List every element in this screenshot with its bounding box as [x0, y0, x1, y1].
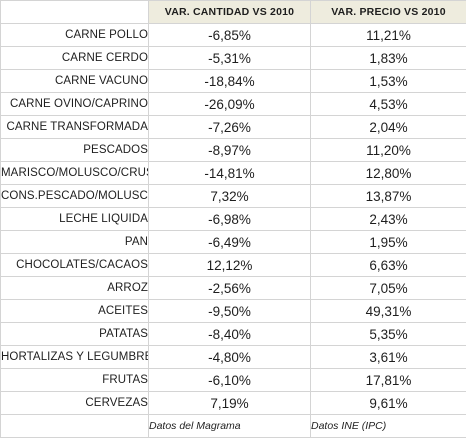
price-variation-cell[interactable]: 11,20%	[310, 138, 466, 162]
table-row: FRUTAS -6,10% 17,81%	[0, 368, 466, 392]
product-label-cell[interactable]: CHOCOLATES/CACAOS	[0, 253, 149, 277]
table-row: PAN -6,49% 1,95%	[0, 230, 466, 254]
price-variation-cell[interactable]: 5,35%	[310, 322, 466, 346]
qty-variation-cell[interactable]: 12,12%	[148, 253, 311, 277]
footnote-row: Datos del Magrama Datos INE (IPC)	[0, 414, 466, 438]
product-label-cell[interactable]: CONS.PESCADO/MOLUSCO	[0, 184, 149, 208]
table-row: CARNE POLLO -6,85% 11,21%	[0, 23, 466, 47]
header-row: VAR. CANTIDAD VS 2010 VAR. PRECIO VS 201…	[0, 0, 466, 24]
product-label-cell[interactable]: PATATAS	[0, 322, 149, 346]
qty-variation-cell[interactable]: -18,84%	[148, 69, 311, 93]
product-label-cell[interactable]: HORTALIZAS Y LEGUMBRES	[0, 345, 149, 369]
product-label-cell[interactable]: CARNE TRANSFORMADA	[0, 115, 149, 139]
qty-variation-cell[interactable]: -6,85%	[148, 23, 311, 47]
table-row: CERVEZAS 7,19% 9,61%	[0, 391, 466, 415]
qty-variation-cell[interactable]: -4,80%	[148, 345, 311, 369]
table-row: ARROZ -2,56% 7,05%	[0, 276, 466, 300]
qty-variation-cell[interactable]: -6,98%	[148, 207, 311, 231]
table-row: MARISCO/MOLUSCO/CRUS -14,81% 12,80%	[0, 161, 466, 185]
qty-variation-cell[interactable]: 7,19%	[148, 391, 311, 415]
product-label-cell[interactable]: CARNE VACUNO	[0, 69, 149, 93]
qty-variation-cell[interactable]: -6,10%	[148, 368, 311, 392]
price-variation-cell[interactable]: 13,87%	[310, 184, 466, 208]
qty-variation-cell[interactable]: -26,09%	[148, 92, 311, 116]
table-row: CONS.PESCADO/MOLUSCO 7,32% 13,87%	[0, 184, 466, 208]
header-empty-cell[interactable]	[0, 0, 149, 24]
table-row: HORTALIZAS Y LEGUMBRES -4,80% 3,61%	[0, 345, 466, 369]
price-variation-cell[interactable]: 9,61%	[310, 391, 466, 415]
product-label-cell[interactable]: ARROZ	[0, 276, 149, 300]
table-row: CARNE TRANSFORMADA -7,26% 2,04%	[0, 115, 466, 139]
product-label-cell[interactable]: FRUTAS	[0, 368, 149, 392]
price-variation-cell[interactable]: 6,63%	[310, 253, 466, 277]
qty-variation-cell[interactable]: -7,26%	[148, 115, 311, 139]
price-variation-cell[interactable]: 49,31%	[310, 299, 466, 323]
table-row: PATATAS -8,40% 5,35%	[0, 322, 466, 346]
table-row: ACEITES -9,50% 49,31%	[0, 299, 466, 323]
table-row: CARNE VACUNO -18,84% 1,53%	[0, 69, 466, 93]
price-variation-cell[interactable]: 12,80%	[310, 161, 466, 185]
table-row: PESCADOS -8,97% 11,20%	[0, 138, 466, 162]
product-label-cell[interactable]: MARISCO/MOLUSCO/CRUS	[0, 161, 149, 185]
price-variation-cell[interactable]: 3,61%	[310, 345, 466, 369]
price-variation-cell[interactable]: 7,05%	[310, 276, 466, 300]
price-variation-cell[interactable]: 1,83%	[310, 46, 466, 70]
product-label-cell[interactable]: CERVEZAS	[0, 391, 149, 415]
price-variation-cell[interactable]: 2,43%	[310, 207, 466, 231]
qty-variation-cell[interactable]: -5,31%	[148, 46, 311, 70]
footnote-price-source[interactable]: Datos INE (IPC)	[310, 414, 466, 438]
price-variation-cell[interactable]: 1,95%	[310, 230, 466, 254]
footnote-qty-source[interactable]: Datos del Magrama	[148, 414, 311, 438]
price-variation-cell[interactable]: 17,81%	[310, 368, 466, 392]
sheet-bottom	[0, 438, 466, 443]
header-qty-variation[interactable]: VAR. CANTIDAD VS 2010	[148, 0, 311, 24]
price-variation-cell[interactable]: 11,21%	[310, 23, 466, 47]
qty-variation-cell[interactable]: 7,32%	[148, 184, 311, 208]
product-label-cell[interactable]: ACEITES	[0, 299, 149, 323]
product-label-cell[interactable]: CARNE CERDO	[0, 46, 149, 70]
product-label-cell[interactable]: PAN	[0, 230, 149, 254]
footnote-empty-cell[interactable]	[0, 414, 149, 438]
qty-variation-cell[interactable]: -9,50%	[148, 299, 311, 323]
table-row: LECHE LIQUIDA -6,98% 2,43%	[0, 207, 466, 231]
table-row: CARNE CERDO -5,31% 1,83%	[0, 46, 466, 70]
price-variation-cell[interactable]: 2,04%	[310, 115, 466, 139]
product-label-cell[interactable]: CARNE OVINO/CAPRINO	[0, 92, 149, 116]
qty-variation-cell[interactable]: -2,56%	[148, 276, 311, 300]
table-row: CHOCOLATES/CACAOS 12,12% 6,63%	[0, 253, 466, 277]
header-price-variation[interactable]: VAR. PRECIO VS 2010	[310, 0, 466, 24]
product-label-cell[interactable]: LECHE LIQUIDA	[0, 207, 149, 231]
qty-variation-cell[interactable]: -8,97%	[148, 138, 311, 162]
price-variation-cell[interactable]: 4,53%	[310, 92, 466, 116]
qty-variation-cell[interactable]: -6,49%	[148, 230, 311, 254]
product-label-cell[interactable]: CARNE POLLO	[0, 23, 149, 47]
qty-variation-cell[interactable]: -8,40%	[148, 322, 311, 346]
product-label-cell[interactable]: PESCADOS	[0, 138, 149, 162]
table-row: CARNE OVINO/CAPRINO -26,09% 4,53%	[0, 92, 466, 116]
qty-variation-cell[interactable]: -14,81%	[148, 161, 311, 185]
price-variation-cell[interactable]: 1,53%	[310, 69, 466, 93]
